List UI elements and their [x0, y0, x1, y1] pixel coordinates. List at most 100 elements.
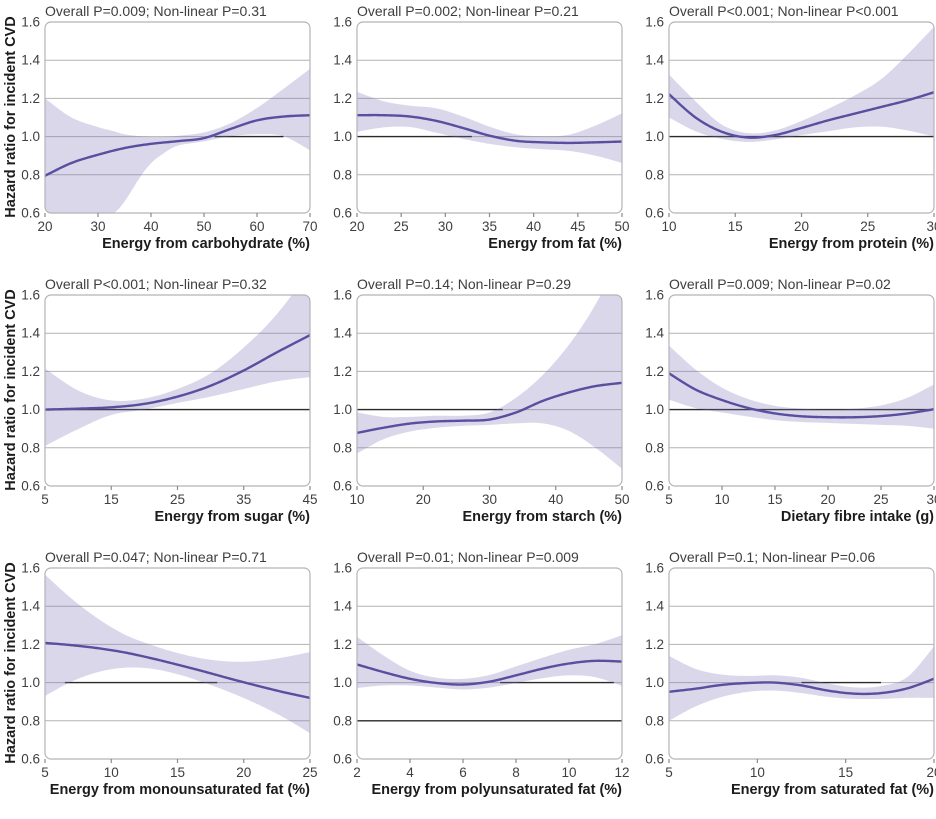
spline-plot: 0.6 0.8 1.0 1.2 1.4 1.6 2 4 6 8 10 12 — [333, 561, 629, 781]
hazard-curve — [45, 641, 310, 700]
y-tick-label: 1.2 — [21, 364, 40, 379]
y-tick-label: 1.2 — [21, 91, 40, 106]
y-tick-label: 1.6 — [333, 288, 352, 303]
y-tick-label: 1.0 — [645, 402, 664, 417]
x-axis-label: Energy from monounsaturated fat (%) — [49, 782, 310, 798]
confidence-band — [669, 26, 934, 142]
y-tick-label: 1.0 — [21, 129, 40, 144]
x-tick-label: 25 — [302, 765, 317, 780]
x-tick-label: 30 — [90, 219, 105, 234]
y-tick-label: 1.0 — [333, 402, 352, 417]
x-tick-label: 6 — [459, 765, 467, 780]
x-tick-label: 50 — [196, 219, 211, 234]
spline-plot: 0.6 0.8 1.0 1.2 1.4 1.6 10 15 20 25 30 — [645, 15, 936, 235]
x-tick-label: 45 — [570, 219, 585, 234]
x-tick-label: 50 — [614, 492, 629, 507]
y-tick-label: 0.6 — [333, 206, 352, 221]
x-tick-label: 70 — [302, 219, 317, 234]
y-tick-label: 0.8 — [333, 440, 352, 455]
x-tick-label: 5 — [665, 765, 673, 780]
y-tick-label: 0.8 — [645, 440, 664, 455]
y-tick-label: 1.6 — [21, 288, 40, 303]
hazard-curve — [357, 113, 622, 145]
x-tick-label: 15 — [104, 492, 119, 507]
panel-fibre: Overall P=0.009; Non-linear P=0.02 0.6 0.… — [624, 273, 936, 546]
confidence-band — [45, 68, 310, 213]
x-tick-label: 5 — [665, 492, 673, 507]
panel-title: Overall P=0.01; Non-linear P=0.009 — [357, 549, 579, 565]
y-tick-label: 1.6 — [645, 15, 664, 30]
y-tick-label: 1.2 — [645, 364, 664, 379]
x-tick-label: 30 — [926, 219, 936, 234]
y-tick-label: 1.0 — [21, 402, 40, 417]
x-tick-label: 15 — [170, 765, 185, 780]
panel-title: Overall P=0.002; Non-linear P=0.21 — [357, 3, 579, 19]
panel-fat: Overall P=0.002; Non-linear P=0.21 0.6 0.… — [312, 0, 629, 273]
x-tick-label: 25 — [394, 219, 409, 234]
y-tick-label: 1.4 — [21, 53, 40, 68]
x-tick-label: 50 — [614, 219, 629, 234]
y-tick-label: 0.8 — [333, 167, 352, 182]
x-tick-label: 25 — [170, 492, 185, 507]
hazard-curve — [357, 659, 622, 686]
x-tick-label: 20 — [37, 219, 52, 234]
y-tick-label: 0.8 — [645, 167, 664, 182]
x-tick-label: 45 — [302, 492, 317, 507]
y-tick-label: 1.4 — [21, 599, 40, 614]
x-axis-label: Energy from saturated fat (%) — [730, 782, 934, 798]
x-tick-label: 20 — [349, 219, 364, 234]
x-tick-label: 30 — [482, 492, 497, 507]
y-tick-label: 1.6 — [21, 15, 40, 30]
confidence-band — [357, 635, 622, 690]
x-tick-label: 10 — [561, 765, 576, 780]
x-axis-label: Energy from starch (%) — [462, 509, 622, 525]
panel-title: Overall P=0.14; Non-linear P=0.29 — [357, 276, 572, 292]
confidence-band — [669, 646, 934, 721]
y-tick-label: 1.0 — [333, 675, 352, 690]
hazard-curve — [669, 372, 934, 419]
panel-monounsaturated-fat: Overall P=0.047; Non-linear P=0.71 Hazar… — [0, 546, 318, 819]
hazard-curve — [357, 381, 622, 435]
x-tick-label: 40 — [526, 219, 541, 234]
x-tick-label: 60 — [249, 219, 264, 234]
x-tick-label: 10 — [661, 219, 676, 234]
x-tick-label: 20 — [926, 765, 936, 780]
spline-plot: 0.6 0.8 1.0 1.2 1.4 1.6 5 10 15 20 — [645, 561, 936, 781]
panel-title: Overall P<0.001; Non-linear P=0.32 — [45, 276, 267, 292]
x-tick-label: 20 — [236, 765, 251, 780]
panel-sugar: Overall P<0.001; Non-linear P=0.32 Hazar… — [0, 273, 318, 546]
y-tick-label: 1.2 — [645, 637, 664, 652]
x-axis-label: Energy from polyunsaturated fat (%) — [371, 782, 622, 798]
x-axis-label: Energy from carbohydrate (%) — [102, 236, 310, 252]
plot-border — [668, 567, 935, 760]
x-tick-label: 40 — [143, 219, 158, 234]
y-tick-label: 1.0 — [21, 675, 40, 690]
plot-border — [356, 567, 623, 760]
x-axis-label: Energy from fat (%) — [488, 236, 622, 252]
spline-plot: 0.6 0.8 1.0 1.2 1.4 1.6 5 15 25 35 45 — [21, 288, 317, 508]
panel-title: Overall P<0.001; Non-linear P<0.001 — [669, 3, 899, 19]
y-tick-label: 0.8 — [333, 713, 352, 728]
y-tick-label: 1.2 — [645, 91, 664, 106]
x-axis-label: Energy from protein (%) — [768, 236, 934, 252]
x-tick-label: 15 — [767, 492, 782, 507]
y-tick-label: 1.2 — [333, 637, 352, 652]
y-tick-label: 0.6 — [333, 479, 352, 494]
panel-title: Overall P=0.009; Non-linear P=0.31 — [45, 3, 267, 19]
confidence-band — [357, 91, 622, 163]
panel-title: Overall P=0.009; Non-linear P=0.02 — [669, 276, 891, 292]
y-tick-label: 1.6 — [645, 561, 664, 576]
panel-title: Overall P=0.1; Non-linear P=0.06 — [669, 549, 876, 565]
y-tick-label: 1.0 — [645, 675, 664, 690]
y-tick-label: 0.6 — [333, 752, 352, 767]
x-tick-label: 12 — [614, 765, 629, 780]
y-tick-label: 1.4 — [333, 53, 352, 68]
x-tick-label: 5 — [41, 492, 49, 507]
y-tick-label: 1.4 — [645, 326, 664, 341]
x-tick-label: 10 — [349, 492, 364, 507]
y-tick-label: 1.0 — [333, 129, 352, 144]
x-tick-label: 30 — [438, 219, 453, 234]
y-tick-label: 0.8 — [21, 440, 40, 455]
y-tick-label: 1.6 — [645, 288, 664, 303]
y-tick-label: 1.2 — [333, 364, 352, 379]
